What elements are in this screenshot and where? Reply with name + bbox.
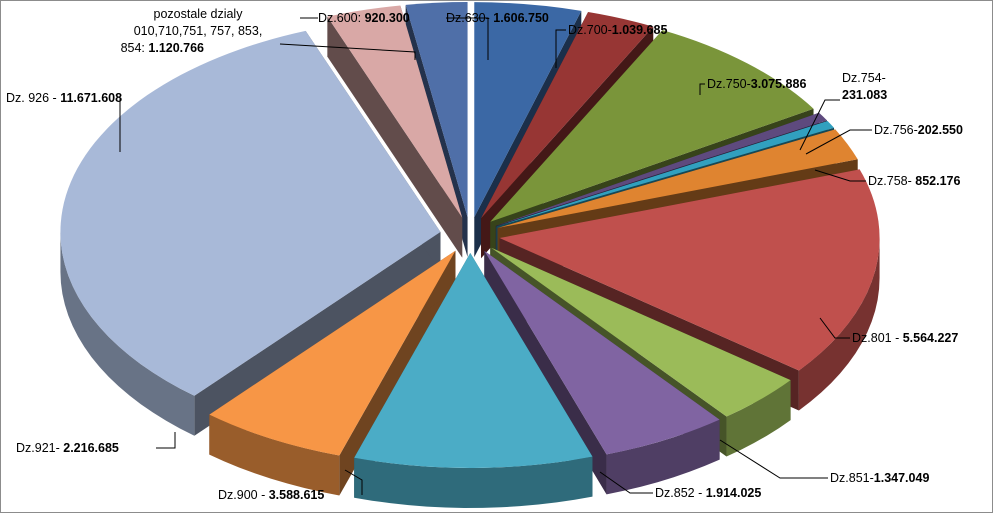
leader-line <box>555 29 566 68</box>
data-label-dz-600: Dz.600: 920.300 <box>318 11 410 25</box>
leader-line <box>446 17 489 60</box>
data-label-dz-921: Dz.921- 2.216.685 <box>16 441 119 455</box>
data-label-dz-756: Dz.756-202.550 <box>874 123 963 137</box>
leader-line <box>799 99 840 151</box>
leader-line <box>699 83 705 95</box>
data-label-dz-754: Dz.754-231.083 <box>842 71 887 102</box>
data-label-pozosta-e-dzia-y-010-710-751-757-853-854: pozostale dzialy 010,710,751, 757, 853, 85… <box>121 7 263 55</box>
slice-labels: Dz.630- 1.606.750 Dz.700-1.039.685 Dz.750-… <box>6 7 963 502</box>
pie-slices <box>60 2 880 508</box>
slice-dz-926 <box>60 30 441 436</box>
data-label-dz-700: Dz.700-1.039.685 <box>568 23 667 37</box>
leader-line <box>344 469 363 495</box>
leader-line <box>279 43 416 60</box>
data-label-dz-926: Dz. 926 - 11.671.608 <box>6 91 122 105</box>
leader-line <box>719 439 828 479</box>
leader-line <box>814 169 866 182</box>
leader-line <box>156 432 176 449</box>
data-label-dz-750: Dz.750-3.075.886 <box>707 77 806 91</box>
data-label-dz-630: Dz.630- 1.606.750 <box>446 11 549 25</box>
data-label-dz-851: Dz.851-1.347.049 <box>830 471 929 485</box>
leader-line <box>819 317 850 339</box>
leader-lines <box>119 17 872 495</box>
leader-line <box>805 129 872 155</box>
data-label-dz-758: Dz.758- 852.176 <box>868 174 960 188</box>
data-label-dz-900: Dz.900 - 3.588.615 <box>218 488 324 502</box>
slice-dz-900 <box>354 252 593 508</box>
leader-line <box>599 471 653 494</box>
slice-pozosta-e-dzia-y-010-710-751-757-853-854 <box>327 5 463 258</box>
data-label-dz-852: Dz.852 - 1.914.025 <box>655 486 761 500</box>
data-label-dz-801: Dz.801 - 5.564.227 <box>852 331 958 345</box>
